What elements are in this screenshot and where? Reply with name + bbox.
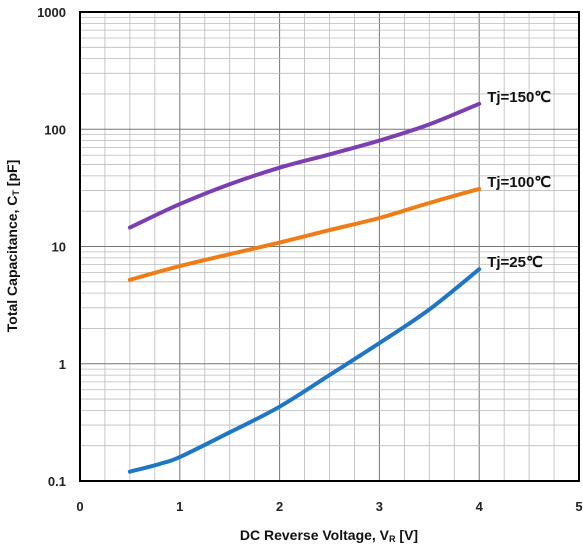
series-labels: Tj=150℃ Tj=100℃ Tj=25℃ xyxy=(487,89,551,271)
y-tick-label: 10 xyxy=(52,240,66,255)
y-tick-labels: 0.1 1 10 100 1000 xyxy=(37,5,66,489)
y-tick-label: 100 xyxy=(44,122,66,137)
series-label: Tj=25℃ xyxy=(487,254,543,271)
x-tick-label: 0 xyxy=(76,499,83,514)
series-label: Tj=150℃ xyxy=(487,89,551,106)
y-tick-label: 1000 xyxy=(37,5,66,20)
y-tick-label: 0.1 xyxy=(48,474,66,489)
series-line xyxy=(127,267,482,474)
x-tick-label: 1 xyxy=(176,499,183,514)
y-axis-title: Total Capacitance, CT [pF] xyxy=(4,160,21,333)
x-tick-label: 5 xyxy=(575,499,582,514)
x-tick-label: 2 xyxy=(276,499,283,514)
x-tick-labels: 0 1 2 3 4 5 xyxy=(76,499,582,514)
x-tick-label: 3 xyxy=(376,499,383,514)
x-axis-title: DC Reverse Voltage, VR [V] xyxy=(240,527,418,544)
x-tick-label: 4 xyxy=(476,499,484,514)
plot-frame xyxy=(79,11,580,482)
series-lines xyxy=(127,101,482,474)
series-line xyxy=(127,101,482,230)
series-line xyxy=(127,186,482,282)
series-label: Tj=100℃ xyxy=(487,174,551,191)
grid-lines xyxy=(80,12,579,481)
y-tick-label: 1 xyxy=(59,357,66,372)
